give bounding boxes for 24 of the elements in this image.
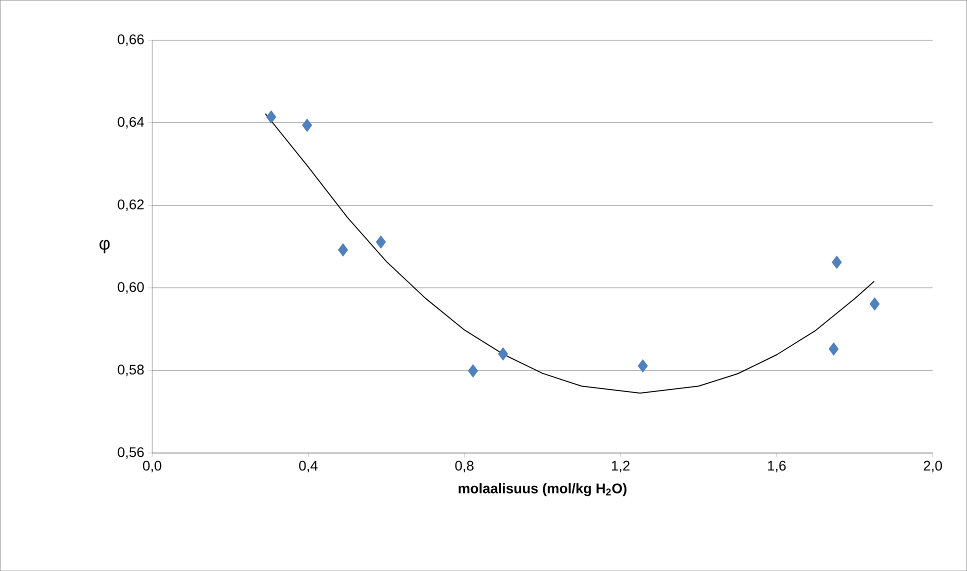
x-tick-label: 1,6 <box>768 460 786 472</box>
point <box>498 347 508 361</box>
y-tick-label: 0,56 <box>118 447 144 459</box>
x-tick-label: 0,0 <box>142 460 162 472</box>
x-tick-label: 0,4 <box>299 460 318 472</box>
x-axis-title: molaalisuus (mol/kg H$_{2}$O) <box>458 483 626 496</box>
point <box>468 364 478 378</box>
point <box>870 297 880 311</box>
point <box>828 342 839 356</box>
y-tick-label: 0,60 <box>118 282 144 294</box>
point <box>302 118 312 132</box>
y-axis-title: φ <box>100 240 110 254</box>
x-tick-label: 2,0 <box>924 460 942 472</box>
point <box>266 110 276 124</box>
point <box>832 256 842 269</box>
y-tick-label: 0,66 <box>118 34 144 46</box>
point <box>376 235 386 249</box>
y-tick-label: 0,62 <box>118 199 144 211</box>
x-tick-label: 1,2 <box>612 460 630 472</box>
point <box>638 359 648 372</box>
y-tick-label: 0,64 <box>118 116 144 128</box>
y-tick-label: 0,58 <box>118 364 144 376</box>
point <box>338 243 348 256</box>
x-tick-label: 0,8 <box>455 460 474 472</box>
